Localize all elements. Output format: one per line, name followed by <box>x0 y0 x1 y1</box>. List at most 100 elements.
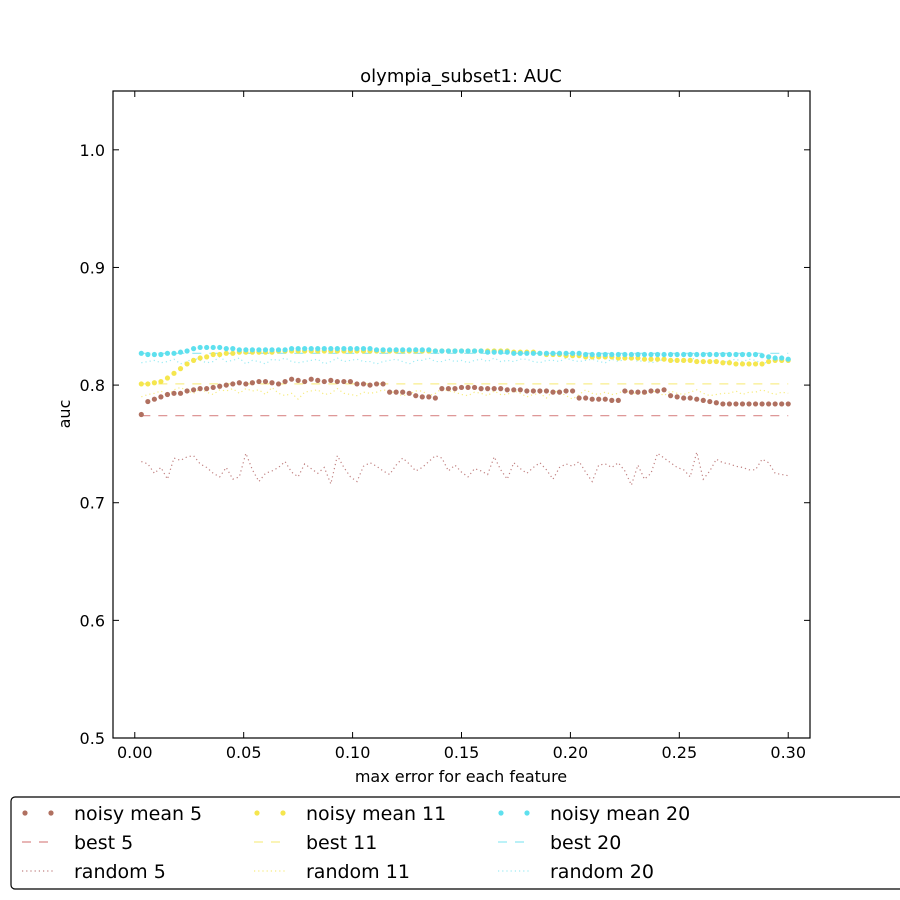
data-point <box>779 355 785 361</box>
data-point <box>177 390 184 396</box>
data-point <box>151 351 157 358</box>
data-point <box>713 358 719 365</box>
data-point <box>184 388 190 394</box>
data-point <box>217 344 223 351</box>
data-point <box>498 349 504 355</box>
data-point <box>177 366 184 372</box>
data-point <box>602 396 608 402</box>
data-point <box>694 358 700 365</box>
data-point <box>171 350 177 356</box>
data-point <box>648 351 654 358</box>
data-point <box>733 401 739 407</box>
data-point <box>347 346 354 352</box>
data-point <box>190 387 197 393</box>
data-point <box>354 346 360 352</box>
data-point <box>151 380 157 386</box>
data-point <box>184 361 190 367</box>
data-point <box>204 344 210 351</box>
data-point <box>223 346 229 352</box>
data-point <box>713 400 719 406</box>
data-point <box>759 353 765 359</box>
data-point <box>217 383 223 389</box>
legend-item-noisy-mean-11: noisy mean 11 <box>254 803 446 825</box>
data-point <box>543 350 550 356</box>
data-point <box>537 350 543 356</box>
data-point <box>452 386 458 392</box>
data-point <box>190 346 197 352</box>
data-point <box>556 389 563 395</box>
data-point <box>164 350 171 356</box>
data-point <box>707 398 713 405</box>
data-point <box>752 361 759 367</box>
data-point <box>576 350 582 356</box>
data-point <box>190 357 197 363</box>
data-point <box>726 401 733 407</box>
data-point <box>641 351 648 358</box>
legend-label: random 5 <box>74 861 166 883</box>
x-tick-label: 0.00 <box>117 743 153 762</box>
data-point <box>458 348 465 354</box>
data-point <box>439 348 445 354</box>
data-point <box>733 361 739 367</box>
legend: noisy mean 5 best 5 random 5 noisy mean 11 b… <box>10 796 900 890</box>
data-point <box>720 360 726 366</box>
data-point <box>752 351 759 358</box>
data-point <box>328 346 334 352</box>
legend-item-noisy-mean-5: noisy mean 5 <box>22 803 202 825</box>
data-point <box>589 396 595 402</box>
data-point <box>563 388 569 394</box>
data-point <box>524 388 530 394</box>
data-point <box>530 350 536 356</box>
data-point <box>393 389 399 395</box>
data-point <box>197 344 203 351</box>
data-point <box>661 387 667 393</box>
data-point <box>256 378 262 385</box>
data-point <box>197 386 203 392</box>
plot-area <box>112 90 811 739</box>
data-point <box>138 350 144 356</box>
data-point <box>171 390 177 396</box>
data-point <box>596 351 602 358</box>
data-point <box>766 354 772 360</box>
data-point <box>315 377 321 383</box>
data-point <box>406 347 412 353</box>
data-point <box>543 388 550 394</box>
legend-marker <box>48 810 54 816</box>
x-tick-label: 0.25 <box>662 743 698 762</box>
data-point <box>158 378 164 385</box>
data-point <box>785 401 791 407</box>
data-point <box>236 380 242 386</box>
data-point <box>746 361 752 367</box>
data-point <box>210 384 216 391</box>
series-random-5 <box>141 451 789 487</box>
plot-frame <box>112 90 811 739</box>
y-tick-label: 0.5 <box>80 729 105 748</box>
data-point <box>217 351 223 358</box>
data-point <box>668 351 674 358</box>
data-point <box>641 389 648 395</box>
data-point <box>308 346 314 352</box>
data-point <box>766 358 772 365</box>
data-point <box>569 350 576 356</box>
data-point <box>694 396 700 402</box>
chart-title: olympia_subset1: AUC <box>360 66 562 87</box>
data-point <box>733 351 739 358</box>
legend-label: random 11 <box>306 861 410 883</box>
data-point <box>687 395 693 401</box>
data-point <box>511 350 517 356</box>
data-point <box>413 393 419 399</box>
data-point <box>373 381 380 387</box>
data-point <box>413 347 419 353</box>
x-tick-label: 0.15 <box>444 743 480 762</box>
data-point <box>223 350 229 356</box>
x-tick-label: 0.20 <box>553 743 589 762</box>
data-point <box>628 351 634 358</box>
data-point <box>654 356 661 362</box>
data-point <box>485 349 491 355</box>
data-point <box>334 346 340 352</box>
legend-marker <box>254 810 260 816</box>
data-point <box>654 388 661 394</box>
data-point <box>328 377 334 383</box>
data-point <box>243 347 249 353</box>
series-line <box>141 451 789 487</box>
